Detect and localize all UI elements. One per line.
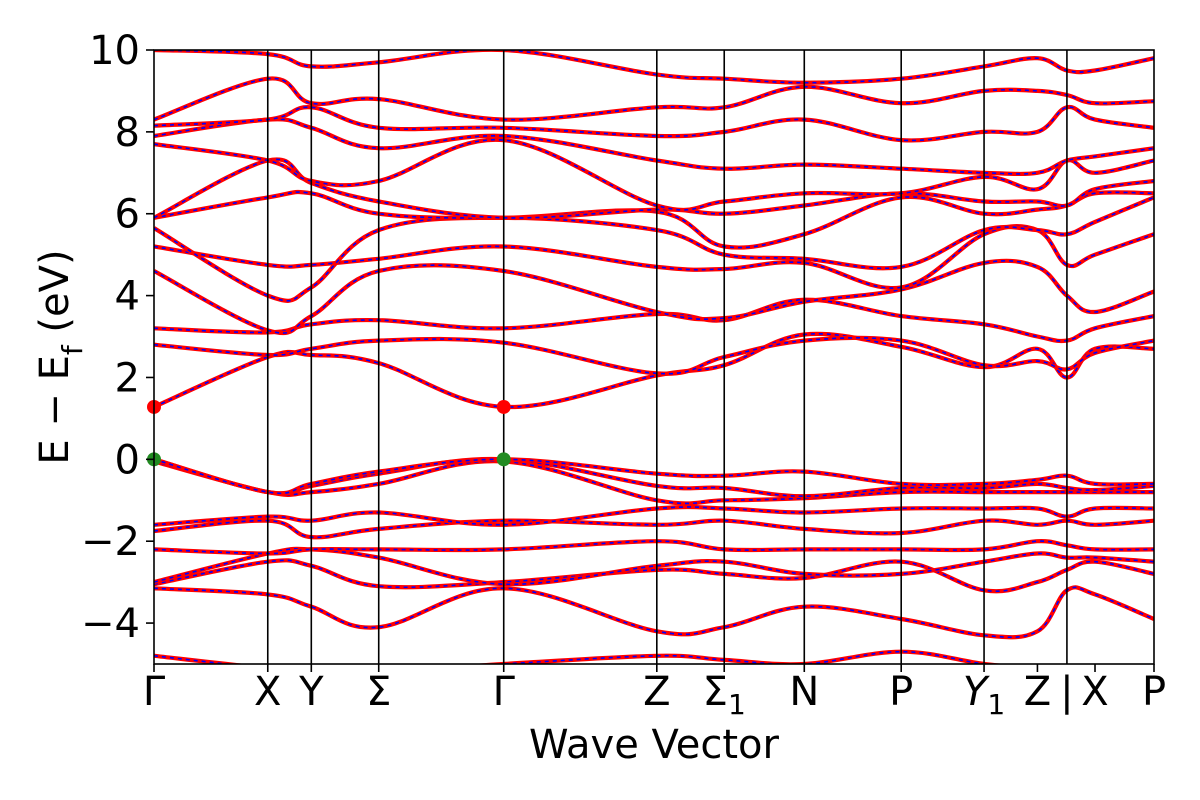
band-dashed-21 (154, 77, 1154, 121)
band-line-21 (154, 76, 1154, 122)
y-tick-label: −4 (81, 601, 140, 647)
y-tick-label: 10 (89, 28, 140, 74)
band-line-14 (154, 224, 1154, 291)
band-line-22 (154, 50, 1154, 85)
y-tick-label: 0 (115, 437, 140, 483)
band-dashed-14 (154, 225, 1154, 289)
x-tick-label: X (1081, 669, 1108, 715)
x-tick-label: N (789, 669, 819, 715)
band-dashed-1 (154, 586, 1154, 638)
bands-layer (154, 50, 1154, 664)
y-axis-ticks: −4 −2 0 2 4 6 8 10 (81, 28, 154, 647)
x-tick-label: Γ (143, 669, 166, 715)
band-line-10 (154, 331, 1154, 410)
y-tick-label: 4 (115, 274, 140, 320)
x-tick-label: Y (298, 669, 324, 715)
band-dashed-20 (154, 106, 1154, 142)
band-line-1 (154, 585, 1154, 640)
band-line-19 (154, 117, 1154, 177)
band-dashed-15 (154, 196, 1154, 302)
band-dashed-7 (154, 460, 1154, 505)
band-dashed-10 (154, 333, 1154, 408)
x-tick-label: Y1 (963, 669, 1005, 721)
y-tick-label: 8 (115, 110, 140, 156)
band-line-5 (154, 518, 1154, 540)
vbm-point-3 (496, 452, 511, 467)
band-line-17 (154, 157, 1154, 221)
x-tick-label: Σ (366, 669, 391, 715)
x-tick-label: | (1060, 669, 1073, 715)
band-dashed-6 (154, 506, 1154, 526)
x-tick-label: Z (1024, 669, 1051, 715)
y-axis-label: E − Ef (eV) (32, 249, 89, 464)
x-tick-label: Γ (493, 669, 516, 715)
plot-frame (153, 49, 1155, 665)
x-tick-label: Σ1 (703, 669, 746, 721)
extrema-points (147, 399, 511, 467)
x-tick-label: Z (643, 669, 670, 715)
y-tick-label: 2 (115, 355, 140, 401)
x-axis-label: Wave Vector (529, 722, 780, 768)
x-tick-label: P (1142, 669, 1166, 715)
band-line-3 (154, 546, 1154, 587)
cbm-point-1 (496, 399, 511, 414)
kpoint-lines (266, 50, 1068, 664)
y-tick-label: −2 (81, 519, 140, 565)
y-tick-label: 6 (115, 192, 140, 238)
x-tick-label: P (889, 669, 913, 715)
band-line-13 (154, 258, 1154, 336)
x-tick-label: X (254, 669, 281, 715)
x-axis-ticks: Γ X Y Σ Γ Z Σ1 N P Y1 Z | X P (143, 664, 1166, 721)
